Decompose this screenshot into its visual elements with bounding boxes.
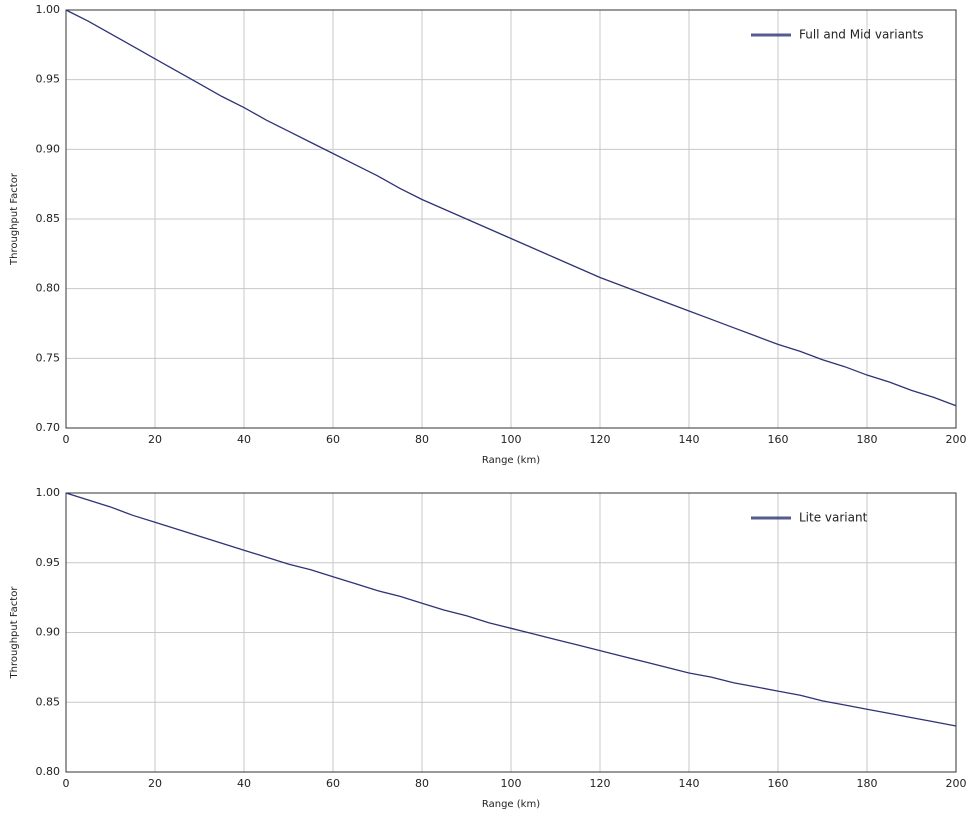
x-tick-label: 0 bbox=[63, 433, 70, 446]
x-tick-label: 60 bbox=[326, 433, 340, 446]
x-axis-label: Range (km) bbox=[482, 799, 540, 810]
x-tick-label: 180 bbox=[857, 777, 878, 790]
x-tick-label: 120 bbox=[590, 777, 611, 790]
x-tick-label: 120 bbox=[590, 433, 611, 446]
x-tick-label: 200 bbox=[946, 433, 967, 446]
x-tick-label: 40 bbox=[237, 777, 251, 790]
x-tick-label: 140 bbox=[679, 433, 700, 446]
x-tick-label: 140 bbox=[679, 777, 700, 790]
y-tick-label: 0.90 bbox=[36, 142, 61, 155]
y-tick-label: 0.70 bbox=[36, 421, 61, 434]
legend-label: Lite variant bbox=[799, 511, 868, 525]
y-tick-label: 0.85 bbox=[36, 695, 61, 708]
x-tick-label: 80 bbox=[415, 777, 429, 790]
y-axis-label: Throughput Factor bbox=[9, 586, 20, 680]
chart: 0.70 0.75 0.80 0.85 0.90 0.95 1.00 0 20 40 60 80 100… bbox=[9, 3, 967, 466]
y-tick-label: 0.90 bbox=[36, 626, 61, 639]
plot-frame bbox=[65, 492, 957, 773]
y-tick-label: 0.80 bbox=[36, 282, 61, 295]
y-tick-label: 0.95 bbox=[36, 73, 61, 86]
x-tick-label: 40 bbox=[237, 433, 251, 446]
chart: 0.80 0.85 0.90 0.95 1.00 0 20 40 60 80 100 120 140 16… bbox=[9, 486, 967, 810]
plot-frame bbox=[65, 9, 957, 429]
y-tick-label: 0.85 bbox=[36, 212, 61, 225]
x-tick-label: 0 bbox=[63, 777, 70, 790]
data-line bbox=[65, 492, 957, 727]
y-tick-label: 1.00 bbox=[36, 486, 61, 499]
x-tick-label: 200 bbox=[946, 777, 967, 790]
x-tick-label: 80 bbox=[415, 433, 429, 446]
x-tick-label: 20 bbox=[148, 433, 162, 446]
x-tick-label: 20 bbox=[148, 777, 162, 790]
legend-label: Full and Mid variants bbox=[799, 28, 923, 42]
y-tick-label: 0.80 bbox=[36, 765, 61, 778]
x-tick-label: 100 bbox=[501, 777, 522, 790]
data-line bbox=[65, 9, 957, 407]
x-tick-label: 180 bbox=[857, 433, 878, 446]
y-tick-label: 1.00 bbox=[36, 3, 61, 16]
y-tick-label: 0.75 bbox=[36, 351, 61, 364]
x-tick-label: 60 bbox=[326, 777, 340, 790]
x-tick-label: 100 bbox=[501, 433, 522, 446]
x-tick-label: 160 bbox=[768, 433, 789, 446]
x-tick-label: 160 bbox=[768, 777, 789, 790]
y-tick-label: 0.95 bbox=[36, 556, 61, 569]
x-axis-label: Range (km) bbox=[482, 455, 540, 466]
y-axis-label: Throughput Factor bbox=[9, 172, 20, 266]
